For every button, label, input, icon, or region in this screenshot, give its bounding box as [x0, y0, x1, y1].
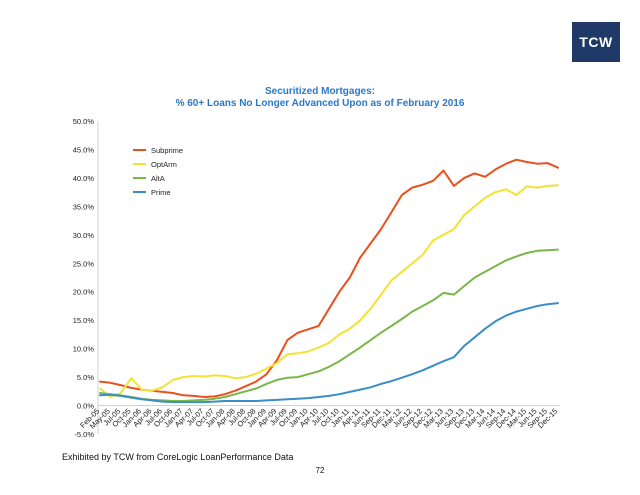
y-tick-label: 30.0%	[73, 231, 95, 240]
y-tick-label: 0.0%	[77, 402, 94, 411]
y-tick-label: 25.0%	[73, 259, 95, 268]
y-tick-label: 10.0%	[73, 345, 95, 354]
source-note: Exhibited by TCW from CoreLogic LoanPerf…	[62, 452, 294, 462]
y-tick-label: 35.0%	[73, 202, 95, 211]
y-tick-label: 20.0%	[73, 288, 95, 297]
tcw-logo: TCW	[572, 22, 620, 62]
series-line-alta	[99, 248, 559, 402]
y-tick-label: 5.0%	[77, 373, 94, 382]
legend-label-optarm: OptArm	[151, 160, 177, 169]
y-tick-label: -5.0%	[74, 430, 94, 439]
series-line-optarm	[99, 184, 559, 398]
legend-label-subprime: Subprime	[151, 146, 183, 155]
y-tick-label: 50.0%	[73, 117, 95, 126]
chart-title-line-2: % 60+ Loans No Longer Advanced Upon as o…	[175, 98, 465, 109]
y-tick-label: 45.0%	[73, 145, 95, 154]
y-tick-label: 40.0%	[73, 174, 95, 183]
y-tick-label: 15.0%	[73, 316, 95, 325]
page-number: 72	[315, 466, 325, 475]
series-line-subprime	[99, 158, 559, 398]
series-line-prime	[99, 302, 559, 404]
chart-title-line-1: Securitized Mortgages:	[264, 86, 376, 97]
chart-title: Securitized Mortgages: % 60+ Loans No Lo…	[120, 86, 520, 110]
legend-label-prime: Prime	[151, 188, 171, 197]
legend-label-alta: AltA	[151, 174, 165, 183]
